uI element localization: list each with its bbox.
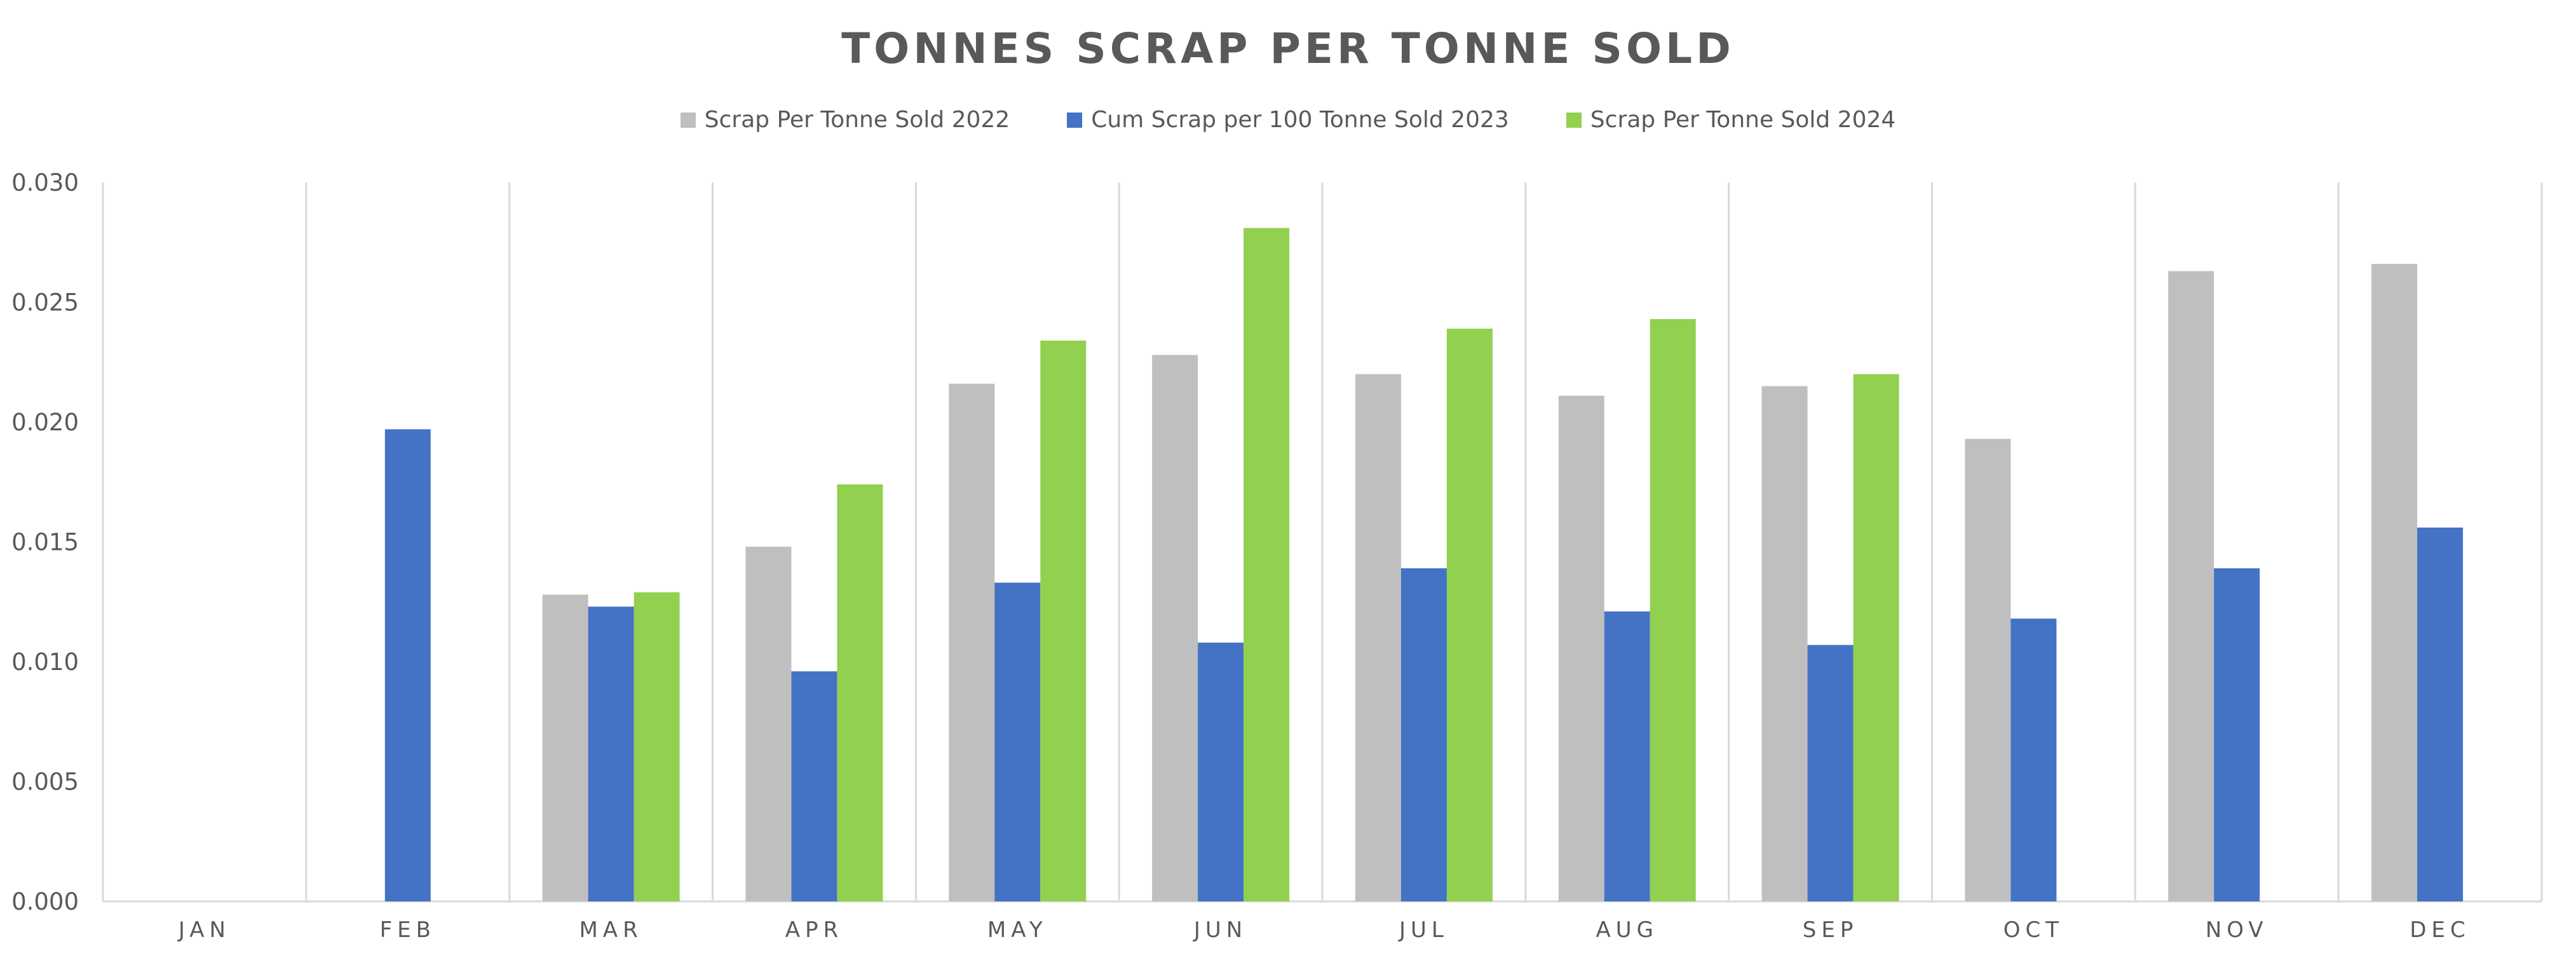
bar-2022-mar [542,594,588,901]
y-tick-label: 0.015 [11,529,79,556]
legend-item-2022: Scrap Per Tonne Sold 2022 [680,107,1010,133]
bar-2023-mar [588,606,634,901]
y-tick-label: 0.000 [11,888,79,915]
bar-2023-feb [384,429,431,901]
y-tick-label: 0.020 [11,409,79,436]
bar-2022-apr [745,547,792,901]
x-tick-label: SEP [1803,917,1859,943]
bar-2022-jun [1152,355,1198,901]
bar-2023-oct [2010,619,2057,901]
bar-2023-aug [1604,611,1650,901]
bar-2024-apr [837,484,883,901]
x-tick-label: MAY [987,917,1048,943]
y-tick-label: 0.010 [11,648,79,676]
bar-2024-sep [1853,374,1899,901]
bar-2024-aug [1650,318,1696,901]
legend-item-2023: Cum Scrap per 100 Tonne Sold 2023 [1067,107,1509,133]
chart-title: TONNES SCRAP PER TONNE SOLD [841,24,1735,73]
y-tick-label: 0.005 [11,769,79,796]
x-tick-label: JUN [1193,917,1247,943]
legend-item-2024: Scrap Per Tonne Sold 2024 [1566,107,1896,133]
legend-label-2024: Scrap Per Tonne Sold 2024 [1590,107,1896,133]
y-tick-label: 0.030 [11,169,79,196]
bar-2023-may [994,582,1041,901]
x-tick-label: OCT [2003,917,2064,943]
bar-2022-oct [1965,439,2011,901]
x-tick-label: AUG [1596,917,1659,943]
bar-2023-jul [1400,568,1447,901]
bar-2022-nov [2168,271,2214,901]
bar-2022-jul [1355,374,1401,901]
legend-label-2023: Cum Scrap per 100 Tonne Sold 2023 [1091,107,1509,133]
bar-2023-jun [1198,642,1244,901]
bar-2023-apr [791,671,837,901]
legend-swatch-2024 [1566,112,1582,128]
x-tick-label: MAR [579,917,642,943]
bar-2024-jul [1446,328,1493,901]
bar-2022-may [949,383,995,901]
bar-2023-sep [1807,645,1854,901]
bar-2024-may [1040,340,1087,901]
bar-2022-sep [1761,386,1808,901]
legend-swatch-2023 [1067,112,1083,128]
y-tick-label: 0.025 [11,289,79,317]
x-tick-label: APR [785,917,843,943]
x-tick-label: DEC [2410,917,2470,943]
bar-2022-aug [1558,395,1604,901]
x-tick-label: JAN [177,917,231,943]
x-tick-label: JUL [1398,917,1449,943]
legend: Scrap Per Tonne Sold 2022 Cum Scrap per … [0,107,2576,133]
legend-swatch-2022 [680,112,696,128]
bar-2024-jun [1244,228,1290,901]
bar-2023-nov [2214,568,2260,901]
bar-2023-dec [2417,527,2464,901]
x-tick-label: NOV [2206,917,2268,943]
legend-label-2022: Scrap Per Tonne Sold 2022 [704,107,1010,133]
bar-2024-mar [634,592,680,901]
bar-2022-dec [2371,264,2418,901]
x-tick-label: FEB [380,917,436,943]
